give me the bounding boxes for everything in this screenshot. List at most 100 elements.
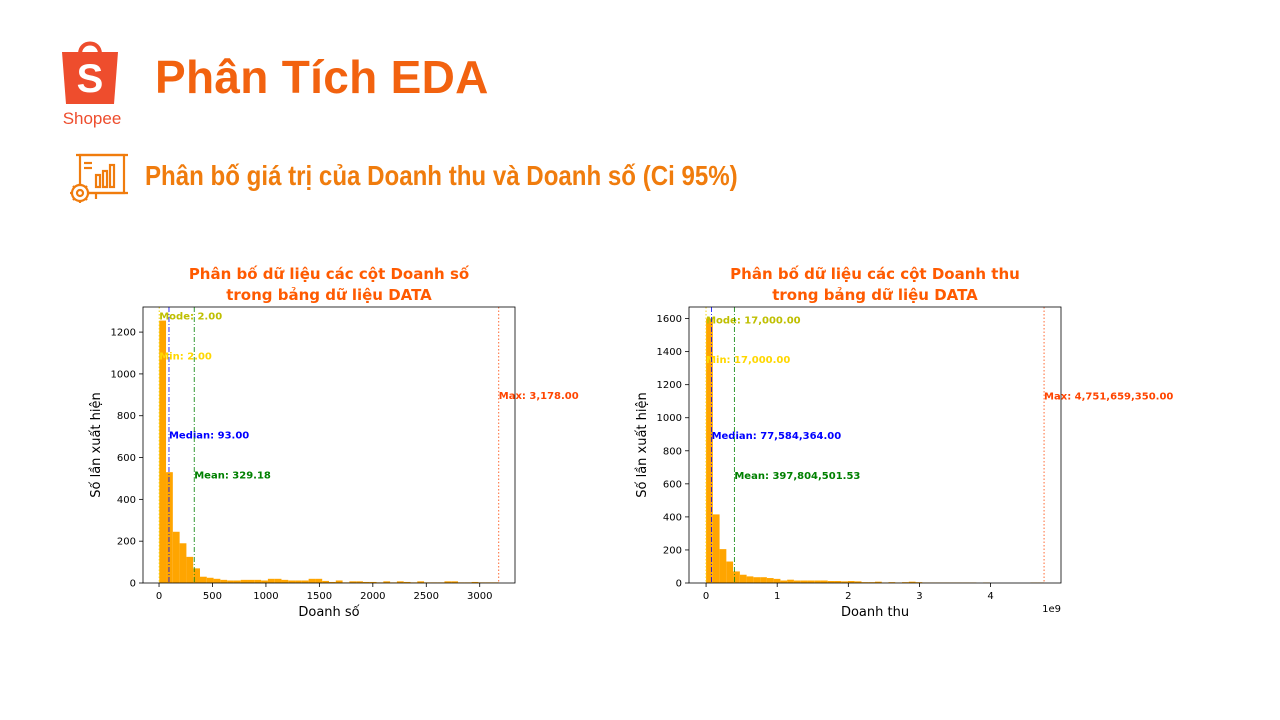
y-tick-label: 600 [117, 453, 136, 464]
histogram-bar [315, 578, 323, 583]
chart-title-line: trong bảng dữ liệu DATA [772, 286, 978, 304]
histogram-bar [227, 580, 234, 583]
histogram-bar [220, 579, 228, 583]
histogram-bar [233, 580, 241, 583]
plot-frame [142, 306, 516, 584]
histogram-bar [206, 577, 214, 583]
logo-text: Shopee [63, 109, 122, 128]
histogram-doanh-so: Phân bố dữ liệu các cột Doanh số trong bả… [89, 264, 579, 620]
histogram-bar [847, 581, 855, 583]
stat-label-mode: Mode: 17,000.00 [706, 316, 801, 327]
histogram-bar [868, 582, 875, 583]
y-tick-label: 800 [663, 446, 682, 457]
histogram-bar [349, 581, 357, 583]
histogram-bar [915, 582, 923, 583]
histogram-bar [888, 582, 896, 583]
histogram-bar [773, 578, 781, 583]
y-tick-label: 1200 [111, 328, 136, 339]
x-tick-label: 1 [774, 591, 780, 602]
stat-label-mode: Mode: 2.00 [159, 312, 222, 323]
chart-title-line: Phân bố dữ liệu các cột Doanh thu [730, 264, 1020, 283]
histogram-bar [240, 579, 248, 583]
plot-frame [688, 306, 1062, 584]
histogram-bar [247, 579, 255, 583]
section-title: Phân bố giá trị của Doanh thu và Doanh s… [145, 160, 738, 191]
stat-label-max: Max: 3,178.00 [499, 391, 579, 402]
histogram-bar [780, 580, 788, 583]
histogram-bar [902, 582, 909, 583]
svg-text:S: S [77, 57, 104, 101]
histogram-bar [827, 581, 835, 583]
x-tick-label: 3 [916, 591, 922, 602]
histogram-bar [295, 580, 302, 583]
histogram-bar [712, 514, 720, 583]
stat-label-mean: Mean: 397,804,501.53 [734, 471, 860, 482]
shopee-logo: S Shopee [56, 34, 130, 130]
histogram-bar [261, 580, 268, 583]
y-tick-label: 400 [117, 495, 136, 506]
y-tick-label: 1000 [657, 413, 682, 424]
histogram-bar [719, 549, 727, 583]
x-offset-label: 1e9 [1042, 604, 1061, 615]
y-tick-label: 400 [663, 512, 682, 523]
histogram-bar [733, 571, 740, 583]
histogram-bar [444, 581, 452, 583]
y-tick-label: 200 [117, 537, 136, 548]
y-tick-label: 600 [663, 479, 682, 490]
histogram-bar [403, 581, 411, 583]
histogram-bar [335, 580, 343, 583]
x-tick-label: 1500 [307, 591, 332, 602]
x-tick-label: 2000 [360, 591, 385, 602]
histogram-bar [760, 577, 767, 583]
histogram-bar [793, 580, 801, 583]
stat-label-median: Median: 77,584,364.00 [712, 431, 842, 442]
histogram-bar [417, 581, 425, 583]
histogram-bar [746, 576, 754, 583]
y-tick-label: 1000 [111, 369, 136, 380]
histogram-bar [301, 580, 309, 583]
y-tick-label: 1600 [657, 314, 682, 325]
histogram-bar [172, 531, 180, 583]
histogram-bar [800, 580, 808, 583]
histogram-doanh-thu: Phân bố dữ liệu các cột Doanh thu trong b… [635, 264, 1173, 620]
histogram-bar [254, 579, 262, 583]
histogram-bar [166, 472, 173, 583]
stat-label-median: Median: 93.00 [169, 431, 249, 442]
histogram-bar [471, 581, 479, 583]
histogram-bar [706, 318, 713, 583]
histogram-bar [369, 581, 377, 583]
histogram-bar [213, 578, 221, 583]
histogram-bar [787, 579, 794, 583]
histogram-bar [267, 578, 275, 583]
histogram-bar [362, 581, 370, 583]
x-tick-label: 0 [703, 591, 709, 602]
histogram-bar [854, 581, 862, 583]
x-tick-label: 3000 [467, 591, 492, 602]
chart-title-line: Phân bố dữ liệu các cột Doanh số [189, 264, 470, 283]
histogram-bar [807, 580, 815, 583]
y-axis-label: Số lần xuất hiện [89, 392, 104, 498]
histogram-bar [451, 581, 459, 583]
histogram-bar [383, 581, 391, 583]
analytics-board-icon [66, 151, 128, 207]
stat-label-min: Min: 17,000.00 [706, 355, 790, 366]
histogram-bar [281, 579, 289, 583]
histogram-bar [814, 580, 821, 583]
histogram-bar [908, 581, 916, 583]
x-tick-label: 0 [156, 591, 162, 602]
histogram-bar [322, 580, 329, 583]
x-axis-label: Doanh thu [841, 605, 909, 620]
y-tick-label: 800 [117, 411, 136, 422]
histogram-bar [766, 578, 774, 583]
histogram-bar [739, 574, 747, 583]
shopee-bag-icon: S Shopee [62, 41, 122, 128]
histogram-bar [834, 581, 842, 583]
x-tick-label: 2 [845, 591, 851, 602]
histogram-bar [308, 578, 316, 583]
y-tick-label: 1400 [657, 347, 682, 358]
histogram-bar [820, 580, 828, 583]
histogram-bar [841, 581, 848, 583]
y-tick-label: 0 [676, 579, 682, 590]
x-tick-label: 2500 [414, 591, 439, 602]
histogram-bar [186, 556, 194, 583]
